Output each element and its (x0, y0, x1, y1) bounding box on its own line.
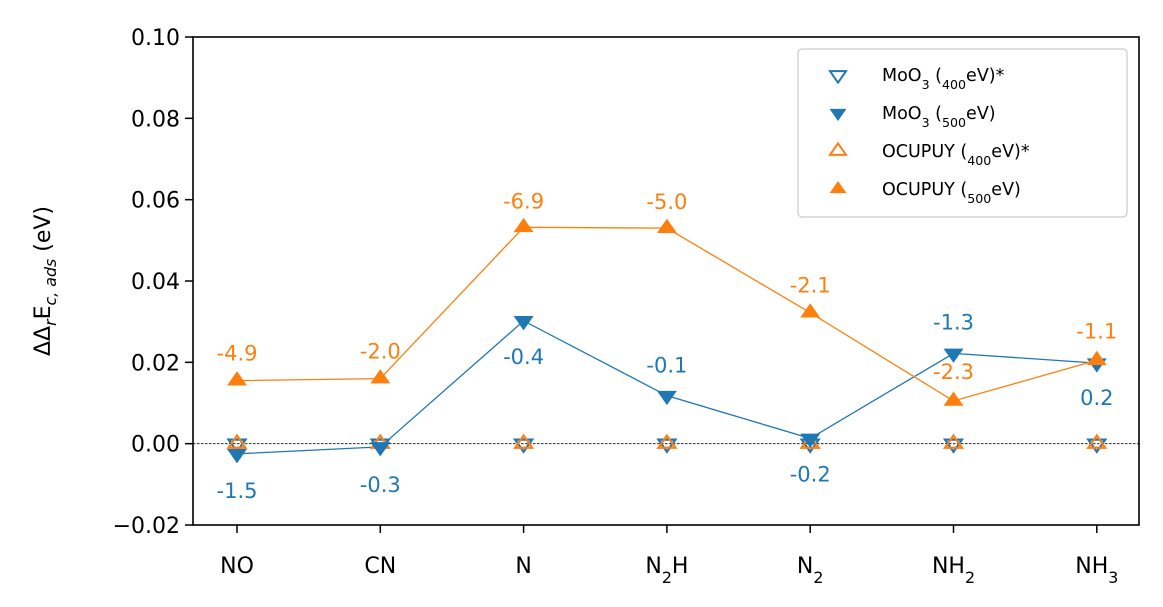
y-tick-label: 0.06 (131, 189, 180, 214)
y-tick-label: −0.02 (113, 514, 180, 539)
y-tick-label: 0.08 (131, 107, 180, 132)
data-label: -0.1 (646, 354, 687, 378)
y-axis: −0.02 0.00 0.02 0.04 0.06 0.08 0.10 (113, 26, 193, 539)
data-point (656, 438, 678, 454)
legend: MoO3 (400eV)* MoO3 (500eV) OCUPUY (400eV)*… (797, 48, 1128, 218)
data-point (513, 316, 534, 331)
legend-label: OCUPUY (400eV)* (882, 142, 1030, 168)
data-point (227, 371, 247, 386)
data-point (226, 438, 248, 454)
data-label: -2.3 (933, 360, 974, 384)
legend-marker (829, 108, 847, 122)
data-point (942, 433, 965, 449)
y-tick-label: 0.04 (131, 270, 180, 295)
data-point (943, 348, 964, 363)
y-axis-label: ΔΔrEc, ads (eV) (31, 206, 60, 356)
x-tick-label: N (515, 554, 531, 579)
data-point (1086, 433, 1108, 449)
x-tick-label: CN (364, 554, 396, 579)
data-point (943, 391, 964, 406)
data-label: -6.9 (503, 189, 544, 213)
data-labels: -1.5 -0.3 -0.4 -0.1 -0.2 -1.3 0.2 -4.9 -2.0 -6.9 -… (217, 189, 1118, 503)
data-point (656, 390, 677, 406)
data-label: -0.3 (360, 473, 401, 497)
data-label: 0.2 (1080, 386, 1113, 410)
x-tick-label: NH2 (932, 554, 975, 587)
data-point (1086, 350, 1107, 366)
data-label: -5.0 (646, 190, 687, 214)
data-label: -4.9 (217, 342, 258, 366)
x-tick-label: NH3 (1075, 554, 1118, 587)
data-point (942, 438, 965, 454)
legend-marker (828, 141, 848, 156)
data-point (226, 433, 248, 449)
data-label: -0.2 (790, 462, 831, 486)
data-point (512, 433, 535, 449)
data-point (800, 433, 821, 448)
x-axis: NO CN N N2H N2 NH2 NH3 (220, 525, 1118, 587)
y-tick-label: 0.02 (131, 351, 180, 376)
data-label: -0.4 (503, 345, 544, 369)
legend-box (797, 48, 1128, 218)
data-point (656, 218, 677, 233)
data-point (1086, 438, 1108, 454)
legend-label: OCUPUY (500eV) (882, 180, 1021, 206)
y-tick-label: 0.10 (131, 26, 180, 51)
data-label: -2.1 (790, 274, 831, 298)
data-point (370, 442, 391, 457)
x-tick-label: NO (220, 554, 254, 579)
data-label: -1.1 (1076, 319, 1117, 343)
legend-marker (828, 70, 848, 85)
data-point (512, 438, 535, 454)
x-tick-label: N2H (645, 554, 688, 587)
legend-marker (829, 180, 847, 194)
series-markers (226, 217, 1108, 464)
data-label: -1.5 (217, 479, 258, 503)
legend-label: MoO3 (500eV) (882, 104, 996, 130)
y-tick-label: 0.00 (131, 433, 180, 458)
data-label: -1.3 (933, 310, 974, 334)
data-point (370, 369, 391, 384)
legend-label: MoO3 (400eV)* (882, 66, 1005, 92)
data-point (656, 433, 678, 449)
x-tick-label: N2 (797, 554, 824, 587)
data-point (513, 217, 534, 233)
data-point (800, 303, 821, 318)
data-point (227, 449, 247, 464)
data-label: -2.0 (360, 340, 401, 364)
